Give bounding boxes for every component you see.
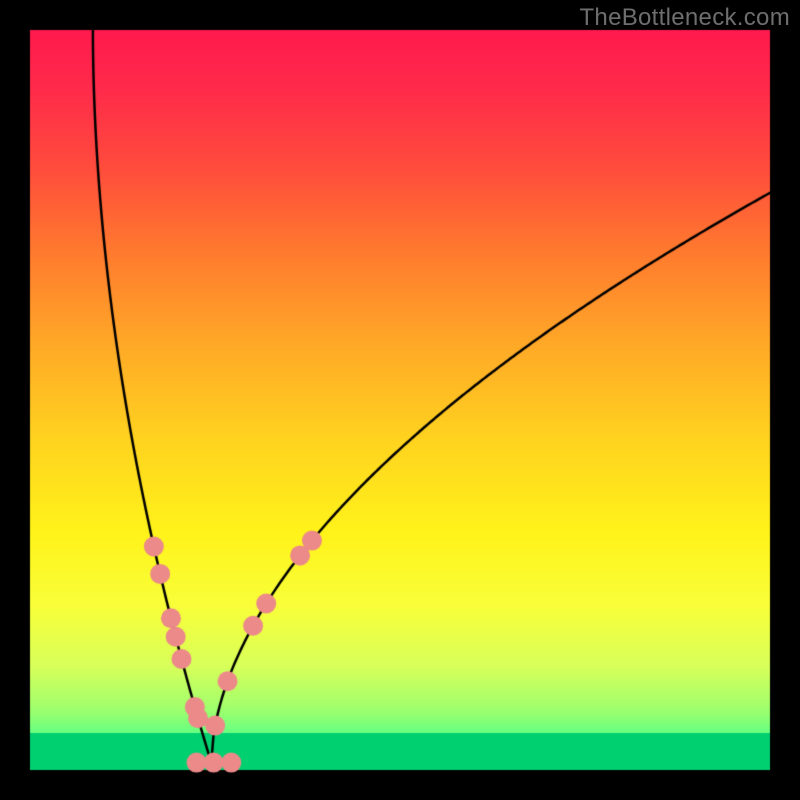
- chart-stage: TheBottleneck.com: [0, 0, 800, 800]
- bottleneck-curve-chart: [0, 0, 800, 800]
